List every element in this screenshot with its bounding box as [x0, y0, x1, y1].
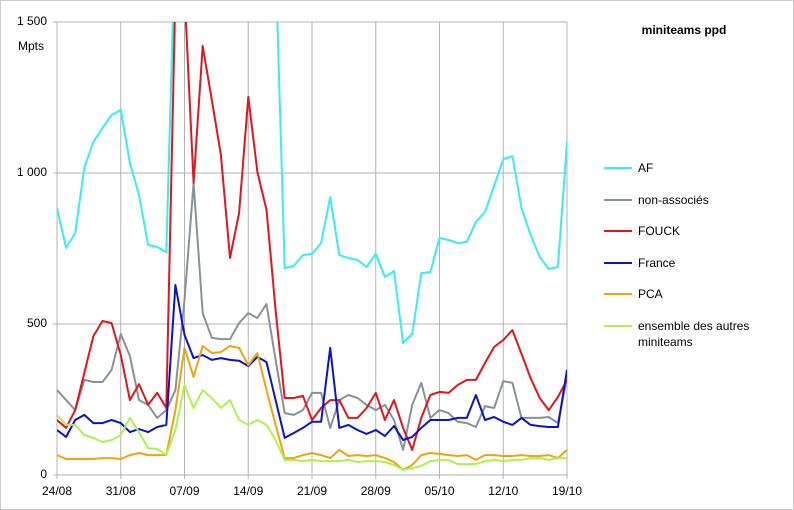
- series-line: [57, 22, 567, 451]
- x-tick-label: 05/10: [424, 484, 454, 498]
- x-tick-label: 12/10: [488, 484, 518, 498]
- y-tick-label: 0: [40, 467, 47, 481]
- legend: AF non-associés FOUCK France PCA ensemble des…: [604, 158, 784, 349]
- legend-label: FOUCK: [638, 224, 680, 238]
- x-tick-label: 19/10: [552, 484, 582, 498]
- legend-entry: non-associés: [604, 190, 784, 222]
- legend-entry: PCA: [604, 284, 784, 316]
- legend-swatch: [604, 324, 632, 327]
- legend-label: ensemble des autres miniteams: [638, 318, 750, 349]
- legend-entry: France: [604, 253, 784, 285]
- legend-swatch: [604, 261, 632, 264]
- legend-label: PCA: [638, 287, 663, 301]
- legend-entry: ensemble des autres miniteams: [604, 316, 784, 349]
- x-tick-label: 21/09: [297, 484, 327, 498]
- plot-area: [57, 22, 567, 471]
- legend-swatch: [604, 230, 632, 232]
- legend-swatch: [604, 167, 632, 169]
- x-tick-label: 07/09: [169, 484, 199, 498]
- legend-entry: AF: [604, 158, 784, 190]
- legend-label: France: [638, 255, 676, 270]
- series-line: [57, 284, 567, 441]
- y-axis-label: Mpts: [18, 39, 44, 53]
- series-line: [57, 345, 567, 471]
- y-tick-label: 1 000: [17, 165, 47, 179]
- y-tick-label: 500: [27, 316, 47, 330]
- legend-label: AF: [638, 161, 654, 175]
- legend-swatch: [604, 198, 632, 201]
- legend-label: non-associés: [638, 192, 709, 207]
- legend-entry: FOUCK: [604, 221, 784, 253]
- series-line: [57, 22, 567, 344]
- legend-swatch: [604, 293, 632, 295]
- x-tick-label: 14/09: [233, 484, 263, 498]
- x-tick-label: 31/08: [106, 484, 136, 498]
- x-tick-label: 28/09: [361, 484, 391, 498]
- chart-title: miniteams ppd: [642, 23, 727, 37]
- y-tick-label: 1 500: [17, 14, 47, 28]
- x-tick-label: 24/08: [42, 484, 72, 498]
- series-line: [57, 384, 567, 471]
